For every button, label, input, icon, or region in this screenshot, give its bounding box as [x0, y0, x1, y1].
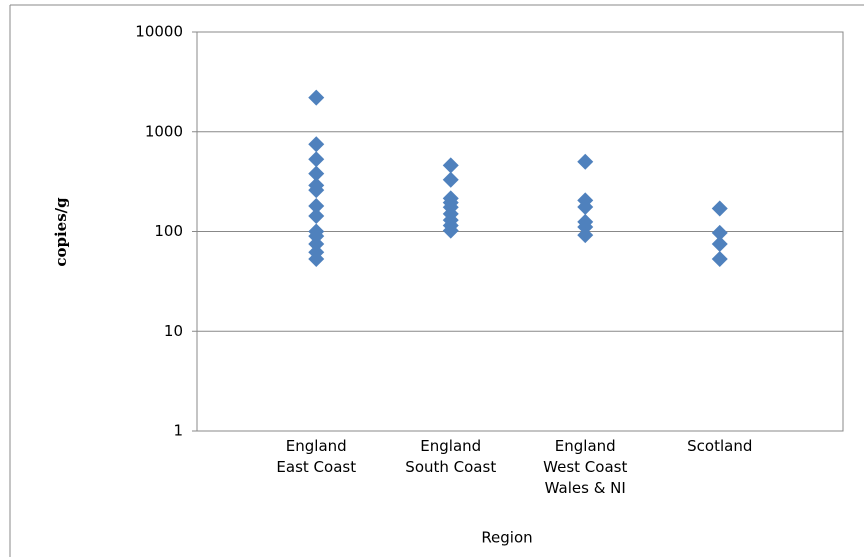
point [308, 182, 325, 199]
y-tick-label: 1 [173, 422, 183, 440]
point [308, 198, 325, 215]
point [442, 171, 459, 188]
point [308, 165, 325, 182]
point [308, 151, 325, 168]
point [577, 227, 594, 244]
x-axis-label: Region [481, 529, 532, 547]
point [308, 251, 325, 268]
point [308, 208, 325, 225]
point [711, 224, 728, 241]
point [308, 136, 325, 153]
y-tick-label: 10000 [135, 23, 183, 41]
y-tick-label: 100 [154, 222, 183, 240]
point [577, 218, 594, 235]
point [577, 199, 594, 216]
point [442, 157, 459, 174]
point [442, 222, 459, 239]
y-tick-label: 1000 [145, 122, 183, 140]
x-tick-label: Scotland [687, 437, 753, 455]
point [577, 153, 594, 170]
point [711, 235, 728, 252]
point [308, 89, 325, 106]
y-axis-label: copies/g [52, 197, 70, 267]
x-tick-label: England South Coast [405, 437, 497, 476]
point [711, 251, 728, 268]
point [711, 200, 728, 217]
point [308, 235, 325, 252]
x-tick-label: England West Coast Wales & NI [543, 437, 628, 497]
x-tick-label: England East Coast [276, 437, 357, 476]
y-tick-label: 10 [164, 322, 183, 340]
